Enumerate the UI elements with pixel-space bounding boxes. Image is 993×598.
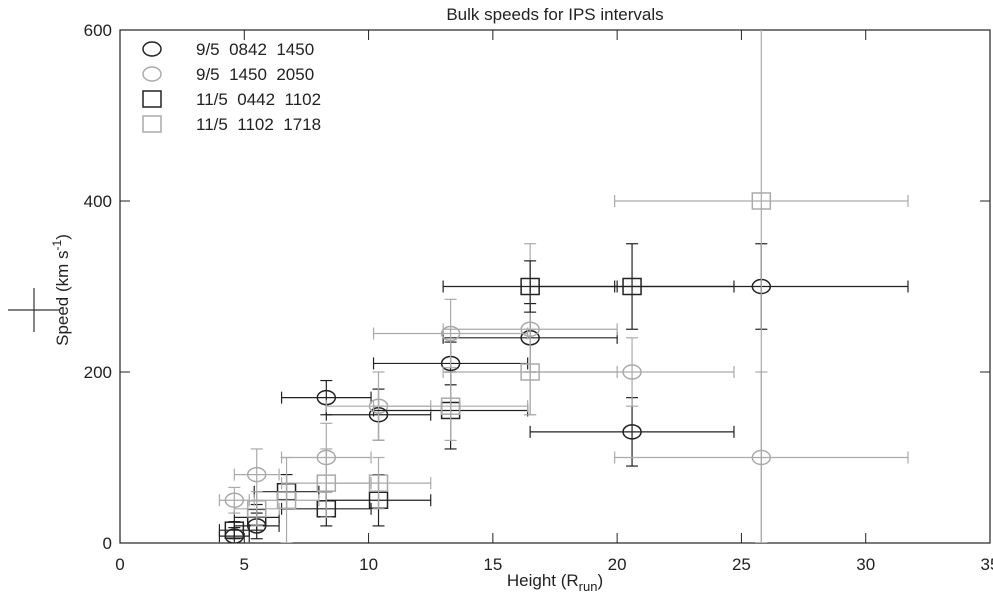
legend-marker [142,90,162,108]
marker [276,491,297,509]
marker [440,397,461,415]
cross-decoration [8,288,60,332]
y-axis-label-end: ) [53,234,72,240]
x-tick-label: 25 [732,555,751,574]
x-axis-label-main: Height (R [507,571,579,590]
marker [368,474,389,492]
x-axis-label-end: ) [597,571,603,590]
x-tick-label: 15 [483,555,502,574]
x-tick-label: 10 [359,555,378,574]
x-tick-label: 20 [608,555,627,574]
marker [246,466,267,483]
x-tick-label: 5 [240,555,249,574]
plot-frame [119,29,991,544]
x-axis-label: Height (Rrun) [507,571,603,594]
y-axis-label: Speed (km s-1) [50,234,72,346]
chart-title: Bulk speeds for IPS intervals [446,5,663,24]
marker [622,364,642,380]
y-axis-label-main: Speed (km s [53,250,72,345]
marker [622,424,642,440]
y-tick-label: 0 [103,534,112,553]
y-tick-label: 600 [84,21,112,40]
y-tick-label: 400 [84,192,112,211]
marker [440,325,461,342]
legend-label: 9/5 1450 2050 [196,65,314,84]
marker [751,192,772,210]
y-tick-label: 200 [84,363,112,382]
legend-label: 11/5 1102 1718 [196,115,321,134]
x-axis-label-sub: run [579,579,598,594]
x-tick-label: 35 [981,555,993,574]
legend-marker [142,115,162,133]
legend-label: 11/5 0442 1102 [196,90,321,109]
legend-label: 9/5 0842 1450 [196,40,314,59]
x-tick-label: 30 [856,555,875,574]
marker [520,363,540,381]
plot-area [218,30,909,543]
legend-marker [142,41,162,57]
x-tick-label: 0 [115,555,124,574]
legend-marker [142,66,162,82]
marker [622,277,642,296]
y-axis-label-sup: -1 [50,239,64,250]
